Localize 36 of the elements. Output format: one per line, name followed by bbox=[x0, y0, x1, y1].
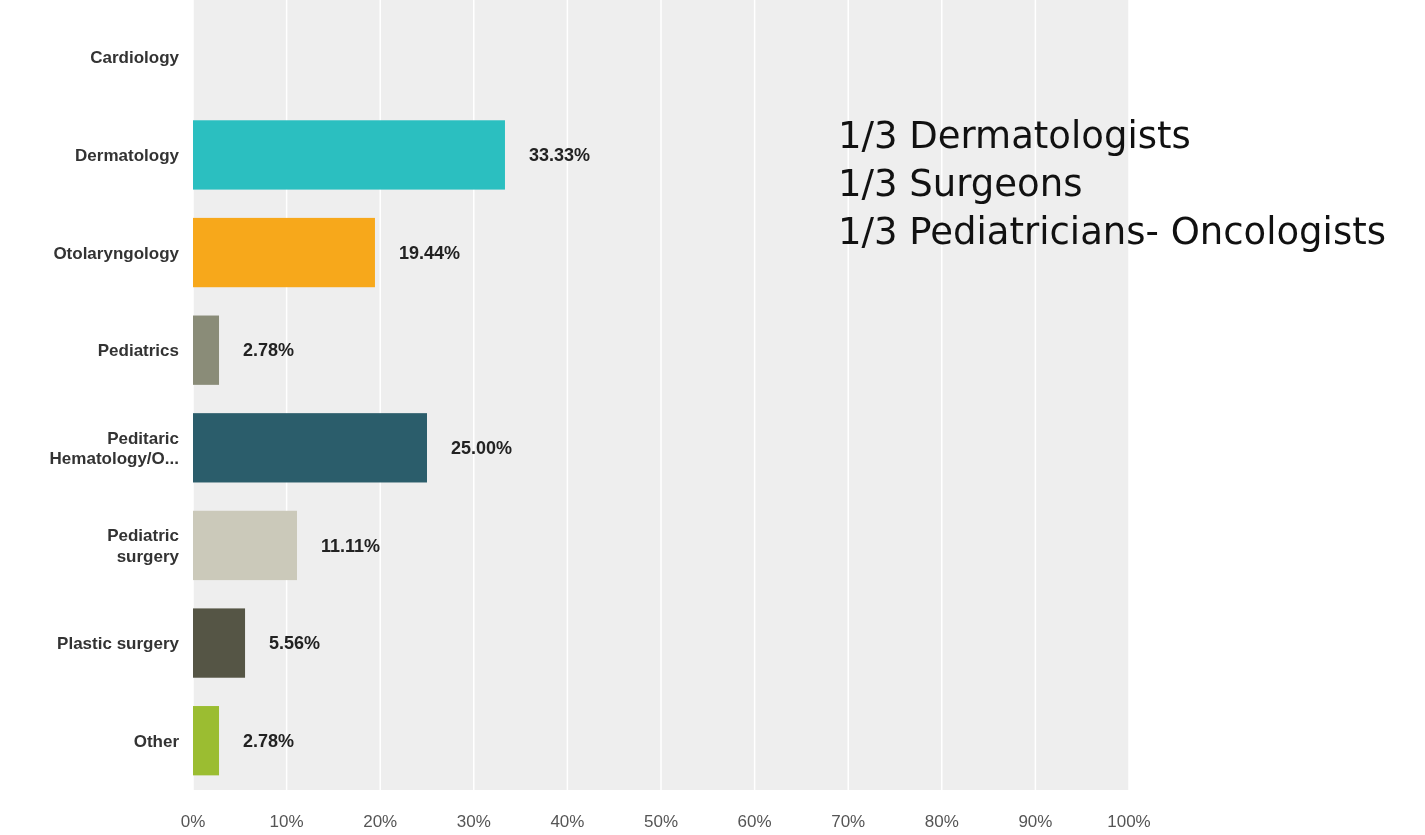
data-label: 11.11% bbox=[320, 535, 381, 556]
x-tick-label: 100% bbox=[1107, 812, 1151, 831]
x-tick-label: 10% bbox=[269, 812, 304, 831]
x-tick-label: 20% bbox=[363, 812, 398, 831]
y-tick-label: Dermatology bbox=[75, 145, 180, 165]
y-tick-label: Pediatric surgery bbox=[107, 526, 180, 566]
data-label: 19.44% bbox=[398, 242, 461, 263]
bar bbox=[193, 608, 246, 678]
y-tick-label: Otolaryngology bbox=[53, 243, 180, 263]
x-tick-label: 0% bbox=[180, 812, 206, 831]
y-tick-label: Pediatrics bbox=[97, 341, 179, 361]
annotation: 1/3 Dermatologists bbox=[838, 114, 1191, 157]
y-tick-label: Peditaric Hematology/O... bbox=[49, 428, 179, 468]
x-tick-label: 30% bbox=[456, 812, 491, 831]
x-tick-label: 60% bbox=[737, 812, 772, 831]
bar bbox=[193, 413, 427, 483]
data-label: 2.78% bbox=[243, 731, 295, 751]
y-tick-label: Plastic surgery bbox=[57, 634, 180, 654]
data-label: 2.78% bbox=[243, 340, 295, 361]
data-label: 33.33% bbox=[528, 145, 591, 166]
x-tick-label: 70% bbox=[831, 812, 866, 831]
data-label: 25.00% bbox=[451, 438, 513, 459]
data-label: 5.56% bbox=[269, 633, 321, 654]
y-tick-label: Cardiology bbox=[90, 48, 180, 68]
x-tick-label: 80% bbox=[924, 812, 959, 831]
x-tick-label: 50% bbox=[643, 812, 679, 831]
x-tick-label: 90% bbox=[1018, 812, 1053, 831]
annotation: 1/3 Pediatricians- Oncologists bbox=[838, 210, 1386, 253]
x-tick-label: 40% bbox=[550, 812, 585, 831]
annotation: 1/3 Surgeons bbox=[838, 162, 1083, 205]
bar bbox=[193, 706, 220, 776]
y-tick-label: Other bbox=[133, 731, 180, 751]
bar bbox=[193, 510, 297, 581]
bar bbox=[193, 315, 220, 385]
bar bbox=[193, 217, 375, 288]
bar bbox=[193, 120, 505, 190]
